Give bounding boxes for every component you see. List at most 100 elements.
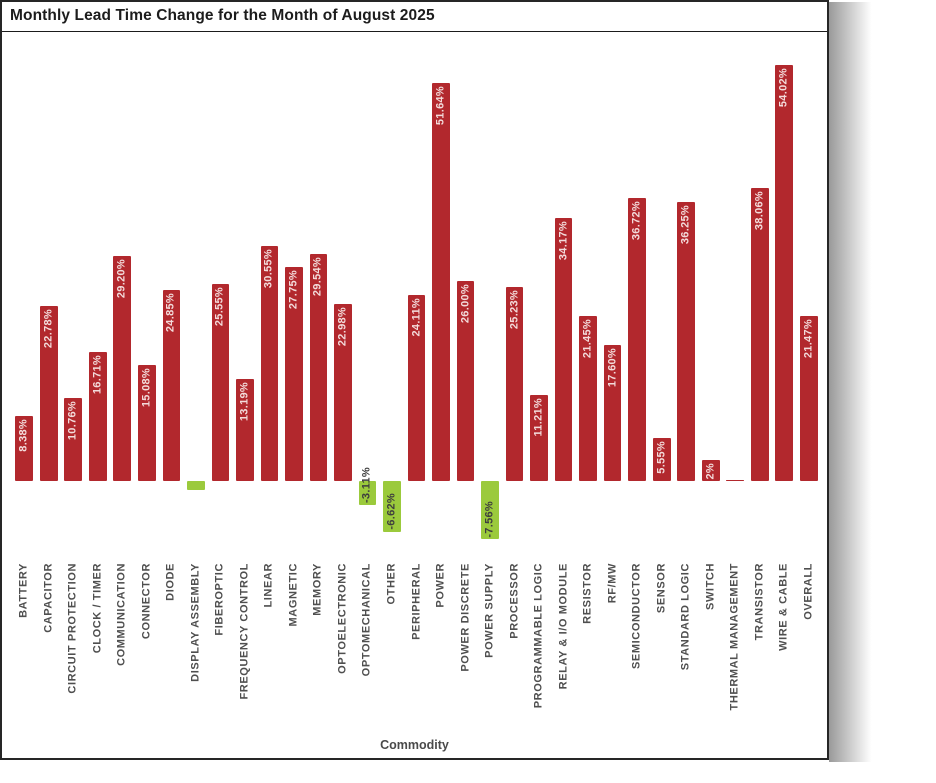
bar [285, 267, 303, 481]
category-label: FIBEROPTIC [213, 563, 226, 636]
bar [750, 187, 769, 481]
bar [775, 65, 794, 481]
bar-group: 25.55% [208, 38, 233, 558]
category-tick: OPTOMECHANICAL [355, 558, 380, 730]
bar-group: 16.71% [86, 38, 111, 558]
bar-group: 8.38% [12, 38, 37, 558]
bar-value-label: 17.60% [606, 348, 619, 388]
bar-group: 38.06% [747, 38, 772, 558]
bar [652, 438, 671, 481]
bar [211, 284, 230, 481]
bar [260, 245, 279, 481]
category-tick: OVERALL [797, 558, 822, 730]
bar-value-label: 8.38% [17, 419, 30, 453]
category-label: SENSOR [655, 563, 668, 614]
bar-group: 21.47% [797, 38, 822, 558]
category-tick: RELAY & I/O MODULE [551, 558, 576, 730]
bar-group: 34.17% [551, 38, 576, 558]
category-tick: OPTOELECTRONIC [331, 558, 356, 730]
category-label: THERMAL MANAGEMENT [728, 563, 741, 711]
bar [309, 253, 328, 481]
category-tick: POWER SUPPLY [478, 558, 503, 730]
category-label: WIRE & CABLE [777, 563, 790, 651]
bar-group: 22.98% [331, 38, 356, 558]
bar-group: 5.55% [649, 38, 674, 558]
category-label: MAGNETIC [287, 563, 300, 627]
bar-value-label: 11.21% [532, 397, 545, 437]
category-label: FREQUENCY CONTROL [238, 563, 251, 700]
bar-value-label: 30.55% [262, 248, 275, 288]
bar [505, 286, 524, 481]
category-tick: MEMORY [306, 558, 331, 730]
category-tick: OTHER [380, 558, 405, 730]
bar [358, 481, 377, 505]
bar-group: 24.85% [159, 38, 184, 558]
bar [677, 201, 696, 481]
bar [334, 304, 352, 481]
bar-group: -3.11% [355, 38, 380, 558]
category-label: RESISTOR [581, 563, 594, 624]
category-tick: BATTERY [12, 558, 37, 730]
category-tick: TRANSISTOR [747, 558, 772, 730]
bar-group: 13.19% [233, 38, 258, 558]
bar-group: 24.11% [404, 38, 429, 558]
bar [15, 416, 34, 481]
bar-group: 17.60% [600, 38, 625, 558]
category-tick: RESISTOR [576, 558, 601, 730]
category-tick: POWER DISCRETE [453, 558, 478, 730]
bar-group: 21.45% [576, 38, 601, 558]
bar-group: 25.23% [502, 38, 527, 558]
bar-value-label: 24.11% [410, 298, 422, 337]
bar-group: 10.76% [61, 38, 86, 558]
category-label: POWER SUPPLY [483, 563, 496, 658]
bar-group: -7.56% [478, 38, 503, 558]
bar-value-label: 2% [704, 463, 717, 480]
bar-value-label: 16.71% [91, 355, 104, 395]
category-label: LINEAR [262, 563, 275, 608]
bar [162, 289, 181, 481]
bar [187, 481, 205, 491]
bar-value-label: 51.64% [434, 86, 447, 126]
window-drop-shadow [829, 2, 879, 762]
bar [726, 479, 745, 481]
bar [64, 398, 83, 481]
bar-value-label: -6.62% [385, 493, 398, 530]
bar-group [723, 38, 748, 558]
category-label: RELAY & I/O MODULE [557, 563, 570, 690]
category-tick: CIRCUIT PROTECTION [61, 558, 86, 730]
bar [88, 352, 107, 481]
category-tick: SENSOR [649, 558, 674, 730]
category-tick: THERMAL MANAGEMENT [723, 558, 748, 730]
bar-value-label: 29.54% [311, 256, 324, 296]
category-label: SEMICONDUCTOR [630, 563, 643, 669]
category-tick: STANDARD LOGIC [674, 558, 699, 730]
bar-group: 22.78% [37, 38, 62, 558]
category-label: CIRCUIT PROTECTION [66, 563, 79, 694]
bar-value-label: 21.47% [802, 318, 815, 358]
chart-title: Monthly Lead Time Change for the Month o… [10, 7, 435, 24]
bar-group: 27.75% [282, 38, 307, 558]
category-label: DIODE [164, 563, 177, 601]
bar-value-label: 25.23% [508, 289, 521, 329]
bar-value-label: 54.02% [777, 68, 790, 108]
category-label: CAPACITOR [42, 563, 55, 633]
bar-value-label: 21.45% [581, 318, 594, 358]
bar-group: 29.54% [306, 38, 331, 558]
category-label: OTHER [385, 563, 398, 605]
bar [481, 481, 499, 540]
bar [701, 460, 720, 481]
category-tick: PERIPHERAL [404, 558, 429, 730]
category-label: PROCESSOR [508, 563, 521, 639]
bar-value-label: 24.85% [164, 292, 177, 332]
bar-group: 54.02% [772, 38, 797, 558]
category-label: MEMORY [311, 563, 324, 616]
category-tick: FIBEROPTIC [208, 558, 233, 730]
category-label: OPTOELECTRONIC [336, 563, 349, 674]
bar-value-label: 22.78% [42, 308, 55, 348]
bar-value-label: 13.19% [238, 382, 251, 422]
bar [628, 198, 646, 481]
bar [603, 345, 622, 481]
bar-group: 26.00% [453, 38, 478, 558]
bar-group: 2% [698, 38, 723, 558]
